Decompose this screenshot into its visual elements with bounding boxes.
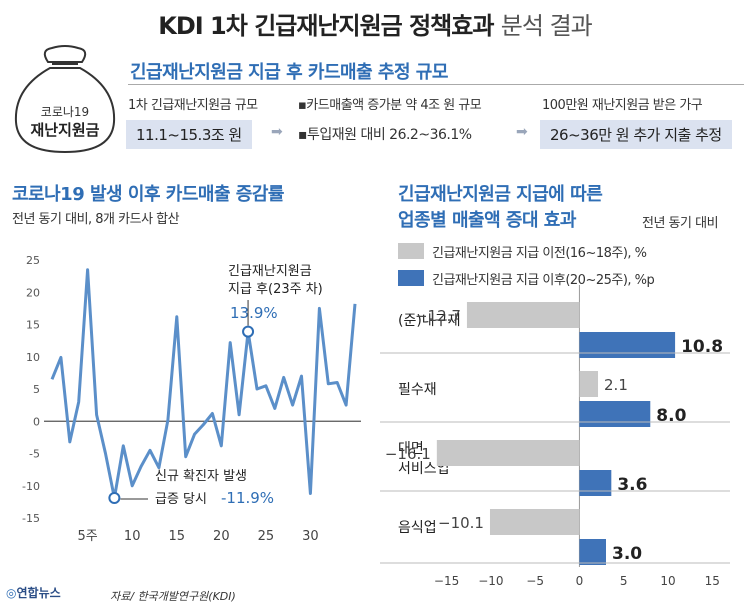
y-tick-label: 5 bbox=[33, 383, 40, 396]
y-tick-label: 10 bbox=[26, 351, 40, 364]
line-chart: 긴급재난지원금 지급 후(23주 차) 13.9% 신규 확진자 발생 급증 당… bbox=[22, 254, 361, 544]
title-light: 분석 결과 bbox=[500, 12, 593, 40]
bar-after-label: 8.0 bbox=[656, 406, 686, 426]
bar-after bbox=[579, 401, 651, 427]
x-tick-label: 5주 bbox=[78, 529, 98, 544]
annotation1-line2: 지급 후(23주 차) bbox=[228, 282, 323, 297]
right-chart-title-line1: 긴급재난지원금 지급에 따른 bbox=[398, 184, 603, 205]
bag-line1: 코로나19 bbox=[41, 105, 89, 119]
money-bag-icon: 코로나19 재난지원금 bbox=[14, 45, 116, 154]
series-line bbox=[50, 268, 357, 500]
legend-swatch-after bbox=[398, 270, 424, 286]
category-label: 필수재 bbox=[398, 382, 437, 398]
x-tick-label: −5 bbox=[526, 574, 544, 588]
bar-before bbox=[466, 302, 580, 328]
x-tick-label: −10 bbox=[478, 574, 503, 588]
category-label: 음식업 bbox=[398, 520, 437, 536]
annotation1-value: 13.9% bbox=[230, 304, 278, 322]
y-tick-label: -5 bbox=[29, 448, 40, 461]
left-chart-title: 코로나19 발생 이후 카드매출 증감률 bbox=[12, 184, 284, 205]
x-tick-label: 30 bbox=[302, 529, 319, 544]
y-tick-label: 15 bbox=[26, 319, 40, 332]
bar-after-label: 3.6 bbox=[617, 475, 647, 495]
legend-label-before: 긴급재난지원금 지급 이전(16~18주), % bbox=[432, 246, 647, 261]
right-chart-note: 전년 동기 대비 bbox=[642, 216, 719, 231]
x-tick-label: −15 bbox=[434, 574, 459, 588]
right-chart-title-line2: 업종별 매출액 증대 효과 bbox=[398, 210, 576, 231]
bar-before bbox=[579, 371, 599, 397]
summary-col2-label1: ▪카드매출액 증가분 약 4조 원 규모 bbox=[298, 98, 482, 113]
legend-label-after: 긴급재난지원금 지급 이후(20~25주), %p bbox=[432, 273, 655, 288]
annotation2-value: -11.9% bbox=[221, 489, 274, 507]
x-tick-label: 10 bbox=[660, 574, 675, 588]
summary-col3-value: 26~36만 원 추가 지출 추정 bbox=[540, 120, 732, 149]
x-tick-label: 20 bbox=[213, 529, 230, 544]
category-label: (준)내구재 bbox=[398, 313, 460, 329]
x-tick-label: 25 bbox=[258, 529, 275, 544]
summary-title: 긴급재난지원금 지급 후 카드매출 추정 규모 bbox=[130, 62, 448, 83]
summary-col1-value: 11.1~15.3조 원 bbox=[126, 120, 252, 149]
y-tick-label: -15 bbox=[22, 512, 40, 525]
x-tick-label: 15 bbox=[168, 529, 185, 544]
left-chart-subtitle: 전년 동기 대비, 8개 카드사 합산 bbox=[12, 212, 180, 227]
annotation1-line1: 긴급재난지원금 bbox=[228, 264, 312, 279]
annotation2-line1: 신규 확진자 발생 bbox=[155, 469, 247, 484]
highlight-marker bbox=[108, 492, 121, 505]
y-tick-label: 25 bbox=[26, 254, 40, 267]
x-tick-label: 5 bbox=[620, 574, 628, 588]
x-tick-label: 0 bbox=[576, 574, 584, 588]
yonhap-logo: ◎연합뉴스 bbox=[6, 586, 61, 600]
y-tick-label: 0 bbox=[33, 415, 40, 428]
y-tick-label: -10 bbox=[22, 480, 40, 493]
summary-col2-label2: ▪투입재원 대비 26.2~36.1% bbox=[298, 127, 472, 143]
y-tick-label: 20 bbox=[26, 286, 40, 299]
summary-divider bbox=[128, 84, 744, 85]
bag-line2: 재난지원금 bbox=[30, 121, 99, 139]
title-main: KDI 1차 긴급재난지원금 정책효과 bbox=[158, 12, 494, 40]
bar-before bbox=[436, 440, 580, 466]
arrow-icon-2: ➡ bbox=[516, 124, 528, 140]
x-tick-label: 15 bbox=[705, 574, 720, 588]
logo-text: 연합뉴스 bbox=[16, 586, 61, 600]
annotation2-line2: 급증 당시 bbox=[155, 492, 207, 507]
bar-after-label: 3.0 bbox=[612, 544, 642, 564]
bar-before-label: −10.1 bbox=[438, 514, 484, 532]
source-note: 자료/ 한국개발연구원(KDI) bbox=[110, 590, 236, 603]
bar-after-label: 10.8 bbox=[681, 337, 723, 357]
summary-col3-label: 100만원 재난지원금 받은 가구 bbox=[542, 98, 703, 113]
bar-after bbox=[579, 539, 606, 565]
category-label: 대면 bbox=[398, 441, 424, 457]
bar-before-label: 2.1 bbox=[604, 376, 628, 394]
bar-after bbox=[579, 470, 612, 496]
arrow-icon-1: ➡ bbox=[271, 124, 283, 140]
bar-before-label: −12.7 bbox=[415, 307, 461, 325]
legend-swatch-before bbox=[398, 243, 424, 259]
highlight-marker bbox=[242, 325, 255, 338]
bar-before-label: −16.1 bbox=[385, 445, 431, 463]
page-title: KDI 1차 긴급재난지원금 정책효과 분석 결과 bbox=[0, 6, 750, 41]
summary-col1-label: 1차 긴급재난지원금 규모 bbox=[128, 98, 258, 113]
x-tick-label: 10 bbox=[124, 529, 141, 544]
category-label: 서비스업 bbox=[398, 461, 450, 477]
bar-before bbox=[489, 509, 580, 535]
bar-after bbox=[579, 332, 676, 358]
